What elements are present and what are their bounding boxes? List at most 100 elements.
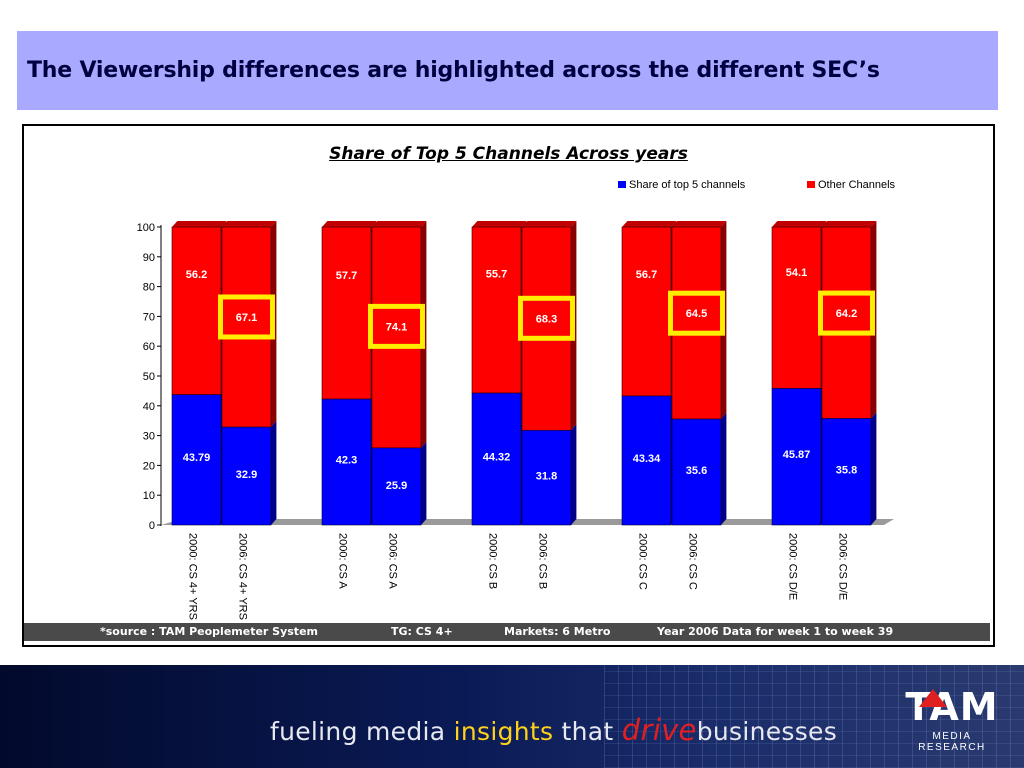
bar-other-4 xyxy=(471,226,522,394)
bar-top5-6 xyxy=(621,395,672,526)
bar-top-face xyxy=(772,221,827,227)
data-label-top5-3: 25.9 xyxy=(386,480,407,492)
bar-top-face xyxy=(472,221,527,227)
y-tick-label: 50 xyxy=(143,371,155,383)
data-label-other-0: 56.2 xyxy=(186,269,207,281)
footer-bar: *source : TAM Peoplemeter System TG: CS … xyxy=(24,623,990,641)
slogan-part3: businesses xyxy=(696,717,838,746)
data-label-top5-9: 35.8 xyxy=(836,465,857,477)
bar-other-3 xyxy=(371,226,422,449)
bar-other-1 xyxy=(221,226,272,428)
bar-other-0 xyxy=(171,226,222,395)
y-tick-label: 0 xyxy=(149,520,155,532)
category-label-9: 2006: CS D/E xyxy=(837,533,849,600)
chart-title: Share of Top 5 Channels Across years xyxy=(329,144,688,164)
bar-top5-2 xyxy=(321,398,372,526)
slide-title: The Viewership differences are highlight… xyxy=(27,58,880,83)
highlight-box-9 xyxy=(818,290,875,336)
legend-label-1: Other Channels xyxy=(818,179,896,191)
data-label-other-5: 68.3 xyxy=(536,313,557,325)
bar-top5-3 xyxy=(371,447,422,526)
data-label-top5-0: 43.79 xyxy=(183,452,211,464)
footer-tg: TG: CS 4+ xyxy=(391,625,453,638)
bottom-banner: fueling media insights that drivebusines… xyxy=(0,665,1024,768)
footer-period: Year 2006 Data for week 1 to week 39 xyxy=(657,625,894,638)
legend-swatch-1 xyxy=(807,181,815,188)
data-label-other-2: 57.7 xyxy=(336,270,357,282)
data-label-other-7: 64.5 xyxy=(686,308,707,320)
category-label-1: 2006: CS 4+ YRS xyxy=(237,533,249,620)
y-tick-label: 60 xyxy=(143,341,155,353)
y-tick-label: 70 xyxy=(143,311,155,323)
bar-side-top5 xyxy=(421,441,427,525)
bar-other-6 xyxy=(621,226,672,397)
tam-logo-subtext: MEDIA RESEARCH xyxy=(918,731,986,753)
slogan-part1: fueling media xyxy=(270,717,454,746)
data-label-top5-1: 32.9 xyxy=(236,469,257,481)
footer-source: *source : TAM Peoplemeter System xyxy=(100,625,318,638)
tam-logo-triangle-icon xyxy=(919,689,947,707)
y-tick-label: 40 xyxy=(143,401,155,413)
highlight-box-1 xyxy=(218,294,275,340)
category-label-7: 2006: CS C xyxy=(687,533,699,590)
tam-logo: TAM MEDIA RESEARCH xyxy=(897,685,1007,753)
data-label-top5-4: 44.32 xyxy=(483,451,511,463)
bar-other-8 xyxy=(771,226,822,389)
chart-frame: Share of Top 5 Channels Across years 0 10… xyxy=(22,124,995,647)
highlight-box-5 xyxy=(518,295,575,341)
bar-top5-5 xyxy=(521,429,572,526)
bar-other-2 xyxy=(321,226,372,400)
bar-top-face xyxy=(522,221,577,227)
data-label-top5-7: 35.6 xyxy=(686,465,707,477)
data-label-other-3: 74.1 xyxy=(386,321,407,333)
data-label-other-8: 54.1 xyxy=(786,267,807,279)
tam-logo-text: TAM xyxy=(905,685,999,729)
data-label-other-6: 56.7 xyxy=(636,269,657,281)
category-label-0: 2000: CS 4+ YRS xyxy=(187,533,199,620)
stacked-bar-chart: 0 10 20 30 40 50 60 70 80 90 100 43.79 56.2 2000: CS … xyxy=(137,179,896,620)
bar-top-face xyxy=(822,221,877,227)
y-tick-label: 90 xyxy=(143,252,155,264)
category-label-6: 2000: CS C xyxy=(637,533,649,590)
bar-top-face xyxy=(322,221,377,227)
bar-top5-7 xyxy=(671,418,722,526)
bar-side-top5 xyxy=(571,424,577,525)
bar-other-9 xyxy=(821,226,872,419)
y-tick-label: 30 xyxy=(143,431,155,443)
bar-top5-0 xyxy=(171,394,222,526)
highlight-box-7 xyxy=(668,290,725,336)
data-label-top5-5: 31.8 xyxy=(536,471,557,483)
data-label-other-9: 64.2 xyxy=(836,308,857,320)
title-band: The Viewership differences are highlight… xyxy=(17,31,998,110)
slogan-part2: that xyxy=(553,717,622,746)
slogan-insights: insights xyxy=(453,717,554,746)
bar-top5-8 xyxy=(771,388,822,526)
bar-top-face xyxy=(622,221,677,227)
y-tick-label: 100 xyxy=(137,222,155,234)
bar-side-top5 xyxy=(871,412,877,525)
data-label-other-1: 67.1 xyxy=(236,312,257,324)
y-tick-label: 80 xyxy=(143,282,155,294)
data-label-other-4: 55.7 xyxy=(486,268,507,280)
data-label-top5-8: 45.87 xyxy=(783,449,811,461)
banner-grid-pattern xyxy=(604,665,1024,768)
bar-top-face xyxy=(672,221,727,227)
category-label-3: 2006: CS A xyxy=(387,533,399,589)
bar-other-5 xyxy=(521,226,572,431)
bar-top-face xyxy=(172,221,227,227)
category-label-8: 2000: CS D/E xyxy=(787,533,799,600)
bar-top5-1 xyxy=(221,426,272,526)
y-tick-label: 10 xyxy=(143,490,155,502)
legend-label-0: Share of top 5 channels xyxy=(629,179,746,191)
category-label-5: 2006: CS B xyxy=(537,533,549,589)
bar-top5-4 xyxy=(471,392,522,526)
data-label-top5-6: 43.34 xyxy=(633,453,661,465)
slogan: fueling media insights that drivebusines… xyxy=(270,713,837,747)
bar-top-face xyxy=(222,221,277,227)
category-label-4: 2000: CS B xyxy=(487,533,499,589)
bar-top5-9 xyxy=(821,418,872,526)
bar-side-top5 xyxy=(271,420,277,525)
legend-swatch-0 xyxy=(618,181,626,188)
bar-other-7 xyxy=(671,226,722,420)
slogan-drive: drive xyxy=(621,713,697,747)
